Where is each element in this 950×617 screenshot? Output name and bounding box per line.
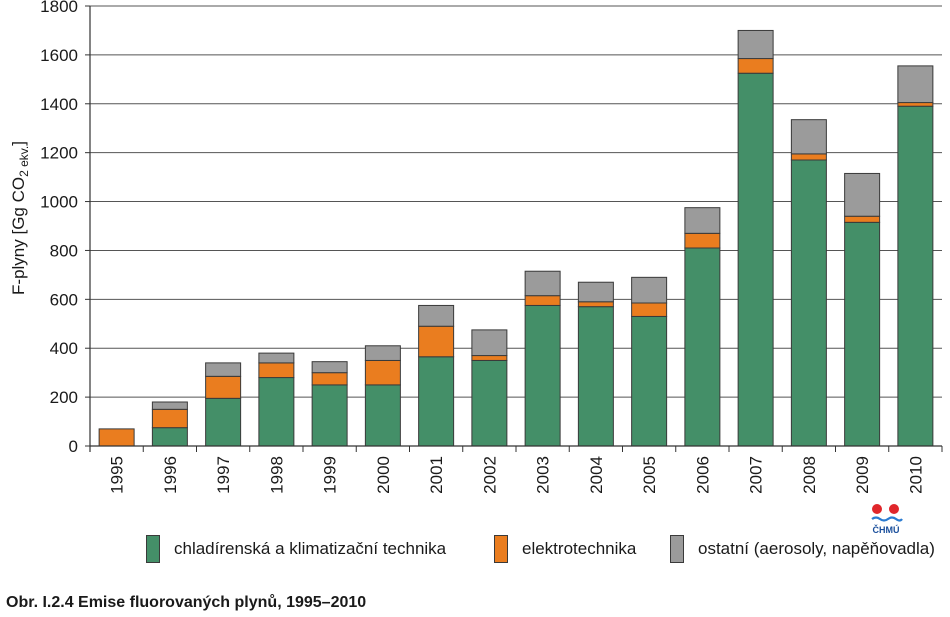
x-tick-label: 1996	[161, 456, 180, 494]
bar-segment-2005-0	[631, 315, 668, 447]
x-tick-label: 2005	[640, 456, 659, 494]
x-tick-labels: 1995 1996 1997 1998 1999 2000 2001 2002 2003 2004…	[108, 456, 926, 494]
y-tick-label: 1200	[40, 144, 78, 163]
axes	[85, 5, 943, 452]
legend-swatch-other	[670, 535, 684, 563]
x-tick-label: 1999	[321, 456, 340, 494]
y-tick-label: 1800	[40, 0, 78, 16]
y-tick-label: 1400	[40, 95, 78, 114]
x-tick-label: 2001	[427, 456, 446, 494]
legend-swatch-cooling	[146, 535, 160, 563]
bars	[98, 29, 934, 447]
bar-segment-2007-1	[737, 58, 774, 74]
bar-segment-2010-1	[897, 102, 934, 107]
bar-segment-2001-0	[418, 356, 455, 447]
bar-segment-2008-1	[790, 153, 827, 161]
logo-dot-right	[889, 504, 899, 514]
x-tick-label: 1998	[267, 456, 286, 494]
y-axis-label: F-plyny [Gg CO2 ekv.]	[9, 141, 31, 295]
logo-wave	[871, 516, 903, 522]
bar-segment-2009-0	[844, 221, 881, 447]
bar-segment-1996-1	[151, 408, 188, 429]
y-tick-label: 1600	[40, 46, 78, 65]
chmu-logo: ČHMÚ	[871, 504, 903, 535]
x-tick-label: 1997	[214, 456, 233, 494]
bar-segment-1999-0	[311, 384, 348, 447]
legend-label-other: ostatní (aerosoly, napěňovadla)	[698, 539, 935, 558]
bar-segment-2002-1	[471, 355, 508, 361]
x-tick-label: 2004	[587, 456, 606, 494]
bar-segment-2005-1	[631, 302, 668, 317]
bar-segment-2008-0	[790, 159, 827, 447]
x-tick-label: 2006	[693, 456, 712, 494]
bar-segment-2004-2	[577, 281, 614, 303]
figure-caption: Obr. I.2.4 Emise fluorovaných plynů, 199…	[6, 594, 367, 611]
bar-segment-2003-2	[524, 270, 561, 297]
bar-segment-2002-2	[471, 329, 508, 357]
y-tick-label: 200	[50, 388, 78, 407]
bar-segment-2003-0	[524, 304, 561, 447]
y-tick-label: 800	[50, 241, 78, 260]
y-tick-label: 1000	[40, 193, 78, 212]
bar-segment-2005-2	[631, 276, 668, 304]
legend-item-electro: elektrotechnika	[494, 535, 636, 563]
x-tick-label: 2010	[906, 456, 925, 494]
bar-segment-2000-2	[364, 345, 401, 361]
x-tick-label: 1995	[108, 456, 127, 494]
bar-segment-2004-0	[577, 306, 614, 447]
bar-segment-2009-1	[844, 215, 881, 223]
bar-segment-1995-1	[98, 428, 135, 447]
bar-segment-2000-1	[364, 359, 401, 386]
bar-segment-2010-2	[897, 65, 934, 104]
legend-swatch-electro	[494, 535, 508, 563]
bar-segment-1997-0	[205, 397, 242, 447]
y-tick-labels: 0 200 400 600 800 1000 1200 1400 1600 1800	[40, 0, 78, 456]
bar-segment-2004-1	[577, 301, 614, 308]
bar-segment-2009-2	[844, 172, 881, 217]
legend-label-electro: elektrotechnika	[522, 539, 637, 558]
logo-dot-left	[872, 504, 882, 514]
grid-lines	[90, 5, 942, 398]
bar-segment-2001-2	[418, 304, 455, 327]
bar-segment-2002-0	[471, 359, 508, 447]
legend-item-cooling: chladírenská a klimatizační technika	[146, 535, 446, 563]
x-tick-label: 2003	[534, 456, 553, 494]
y-tick-label: 600	[50, 290, 78, 309]
legend: chladírenská a klimatizační technika ele…	[0, 535, 950, 565]
bar-segment-1998-1	[258, 362, 295, 379]
x-tick-label: 2008	[800, 456, 819, 494]
bar-segment-1997-2	[205, 362, 242, 377]
bar-segment-2008-2	[790, 119, 827, 155]
logo-text: ČHMÚ	[873, 524, 900, 535]
bar-segment-1999-1	[311, 372, 348, 386]
y-tick-label: 0	[69, 437, 78, 456]
bar-segment-2003-1	[524, 295, 561, 306]
bar-segment-1997-1	[205, 375, 242, 399]
bar-segment-2006-1	[684, 232, 721, 249]
bar-segment-2001-1	[418, 325, 455, 358]
bar-segment-1996-0	[151, 427, 188, 447]
bar-segment-2007-0	[737, 72, 774, 447]
x-tick-label: 2002	[480, 456, 499, 494]
bar-segment-1998-2	[258, 352, 295, 364]
bar-segment-2007-2	[737, 29, 774, 60]
x-tick-label: 2009	[853, 456, 872, 494]
y-tick-label: 400	[50, 339, 78, 358]
bar-segment-1998-0	[258, 377, 295, 447]
bar-segment-2006-2	[684, 207, 721, 234]
bar-segment-1996-2	[151, 401, 188, 410]
legend-item-other: ostatní (aerosoly, napěňovadla)	[670, 535, 935, 563]
x-tick-label: 2000	[374, 456, 393, 494]
bar-segment-2010-0	[897, 105, 934, 447]
x-tick-label: 2007	[747, 456, 766, 494]
legend-label-cooling: chladírenská a klimatizační technika	[174, 539, 447, 558]
bar-segment-2006-0	[684, 247, 721, 447]
bar-segment-2000-0	[364, 384, 401, 447]
bar-segment-1999-2	[311, 361, 348, 374]
